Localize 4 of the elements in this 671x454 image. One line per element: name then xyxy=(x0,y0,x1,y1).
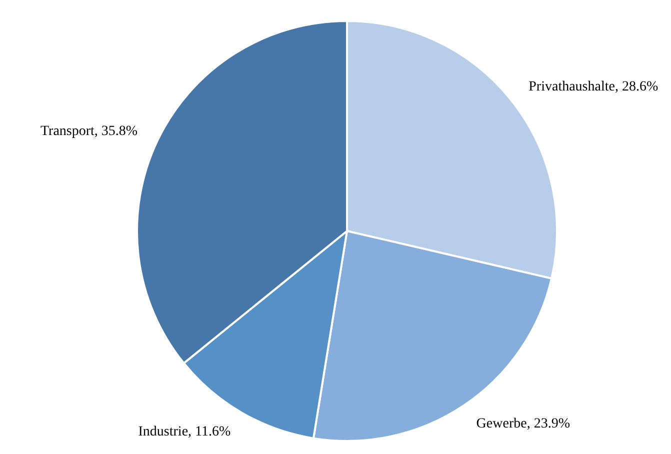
slice-label: Privathaushalte, 28.6% xyxy=(528,80,658,95)
slice-label: Transport, 35.8% xyxy=(40,124,138,140)
slice-label: Industrie, 11.6% xyxy=(138,424,232,440)
slice-label: Gewerbe, 23.9% xyxy=(476,416,570,432)
